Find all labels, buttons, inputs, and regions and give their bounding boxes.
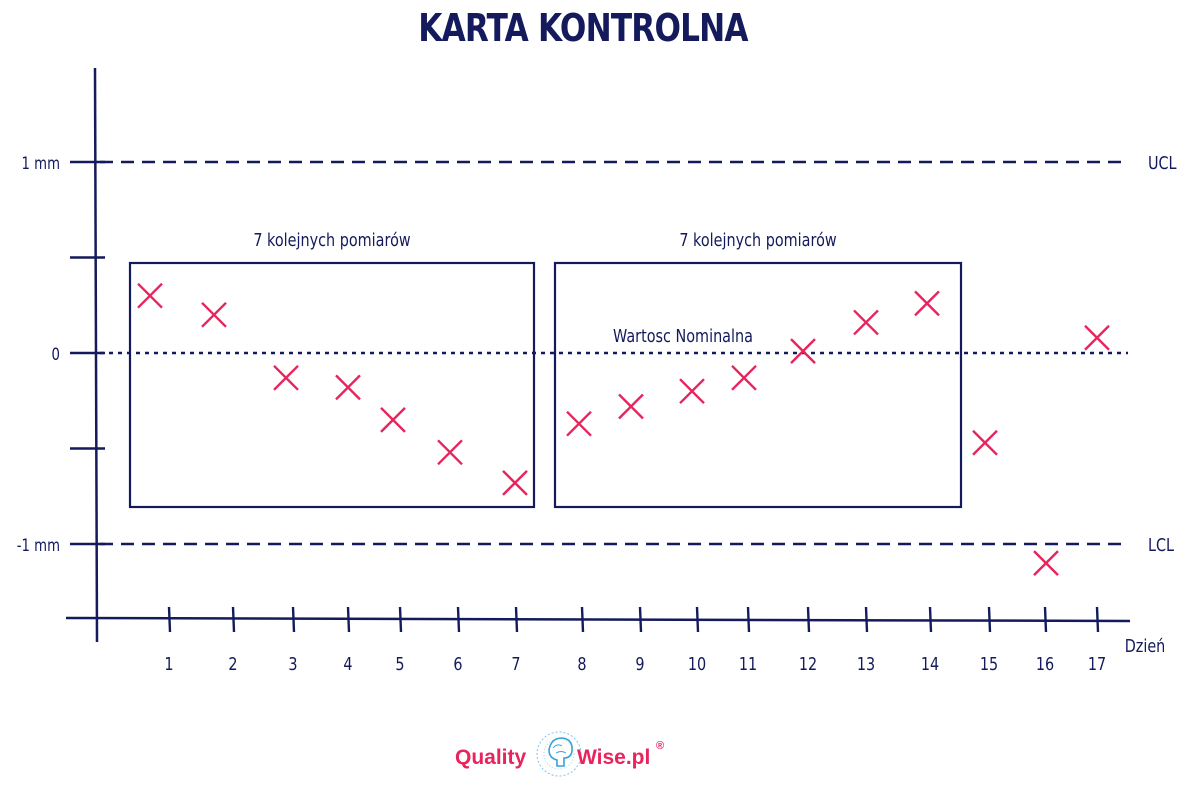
y-tick-label: 0 xyxy=(52,344,60,364)
x-tick-label: 8 xyxy=(577,653,586,674)
x-tick xyxy=(580,606,585,633)
data-point-marker xyxy=(201,301,227,328)
x-tick-label: 2 xyxy=(228,653,237,674)
x-tick xyxy=(864,606,869,633)
x-tick xyxy=(346,606,351,633)
x-tick-label: 4 xyxy=(343,653,352,674)
measurement-group-box xyxy=(553,261,963,509)
x-tick-label: 15 xyxy=(980,653,998,674)
measurement-group-box xyxy=(128,261,536,509)
group-label: 7 kolejnych pomiarów xyxy=(679,229,836,250)
logo-quality-text: Quality xyxy=(455,746,527,769)
x-tick-label: 10 xyxy=(688,653,706,674)
data-point-marker xyxy=(380,407,406,433)
data-point-marker xyxy=(914,290,940,317)
data-point-marker xyxy=(790,338,816,364)
x-tick-label: 11 xyxy=(739,653,757,674)
logo-wise-text: Wise.pl xyxy=(577,746,651,769)
brain-globe-icon xyxy=(536,731,582,777)
x-tick-label: 17 xyxy=(1088,653,1106,674)
x-tick-label: 5 xyxy=(395,653,404,674)
data-point-marker xyxy=(273,364,299,391)
data-point-marker xyxy=(137,282,163,309)
data-point-marker xyxy=(1084,324,1110,351)
data-point-marker xyxy=(1033,550,1059,576)
x-tick-label: 9 xyxy=(635,653,644,674)
logo-registered-mark: ® xyxy=(656,740,665,752)
chart-title: KARTA KONTROLNA xyxy=(418,6,748,50)
x-tick xyxy=(806,606,811,633)
x-tick xyxy=(638,606,643,633)
nominal-line-label: Wartosc Nominalna xyxy=(613,325,753,346)
data-point-marker xyxy=(679,378,705,405)
x-tick xyxy=(928,606,933,633)
group-label: 7 kolejnych pomiarów xyxy=(253,229,410,250)
data-point-marker xyxy=(731,364,757,391)
x-tick xyxy=(167,606,172,633)
data-point-marker xyxy=(853,309,879,336)
x-tick xyxy=(695,606,700,633)
control-limit-label: UCL xyxy=(1148,152,1177,173)
control-limit-label: LCL xyxy=(1148,534,1174,555)
x-tick-label: 1 xyxy=(164,653,173,674)
x-tick-label: 6 xyxy=(453,653,462,674)
x-axis-line xyxy=(65,616,1131,623)
x-tick xyxy=(291,606,296,633)
x-tick xyxy=(231,606,236,633)
qualitywise-logo: Quality Wise.pl ® xyxy=(455,722,685,794)
x-tick-label: 13 xyxy=(857,653,875,674)
control-chart: 1 mm 0 -1 mm UCL LCL Wartosc Nominalna 7 kolej… xyxy=(17,67,1177,674)
y-tick-label: 1 mm xyxy=(22,153,60,173)
x-tick-label: 14 xyxy=(921,653,939,674)
x-tick xyxy=(987,606,992,633)
x-tick xyxy=(514,606,519,633)
data-point-marker xyxy=(972,429,998,456)
data-point-marker xyxy=(618,393,644,420)
x-tick-label: 12 xyxy=(799,653,817,674)
x-tick xyxy=(746,606,751,633)
y-axis-line xyxy=(93,67,99,643)
x-axis-label: Dzień xyxy=(1125,635,1166,656)
x-tick xyxy=(1095,606,1100,633)
x-tick-label: 7 xyxy=(511,653,520,674)
data-point-marker xyxy=(566,410,592,437)
x-tick xyxy=(398,606,403,633)
y-tick-label: -1 mm xyxy=(17,535,60,555)
data-point-marker xyxy=(502,470,528,496)
x-tick xyxy=(456,606,461,633)
x-tick-label: 16 xyxy=(1036,653,1054,674)
data-point-marker xyxy=(437,439,463,466)
x-tick-label: 3 xyxy=(288,653,297,674)
data-point-marker xyxy=(335,374,361,401)
x-tick xyxy=(1043,606,1048,633)
